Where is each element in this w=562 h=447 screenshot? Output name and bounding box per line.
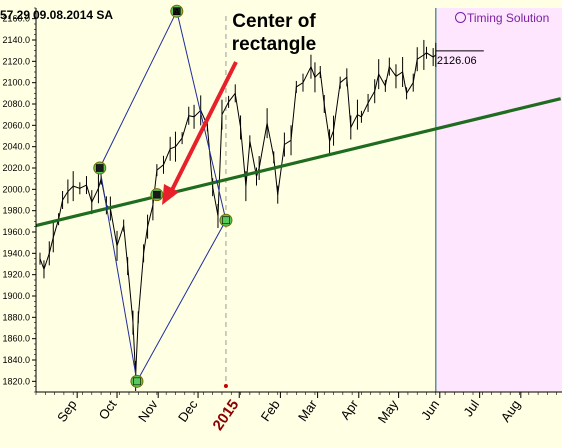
y-tick-label: 1820.0 (2, 376, 30, 386)
y-tick-label: 2100.0 (2, 78, 30, 88)
x-tick-label: Nov (135, 397, 161, 425)
annotation-line-2: rectangle (231, 34, 317, 55)
x-tick-label: Dec (175, 397, 201, 425)
header-price: 57.29 (0, 8, 31, 22)
annotation-arrow (162, 61, 238, 205)
y-tick-label: 2120.0 (2, 56, 30, 66)
x-tick-label: 2015 (209, 397, 242, 434)
y-tick-label: 2060.0 (2, 120, 30, 130)
future-zone (435, 8, 562, 392)
rectangle-marker-square (153, 190, 161, 199)
x-tick-label: Jun (418, 397, 442, 423)
y-tick-label: 1980.0 (2, 206, 30, 216)
y-tick-label: 2020.0 (2, 163, 30, 173)
y-tick-label: 1940.0 (2, 248, 30, 258)
x-tick-label: May (375, 397, 402, 426)
header-date: 09.08.2014 SA (33, 8, 114, 22)
y-tick-label: 2160.0 (2, 14, 30, 24)
y-tick-label: 2140.0 (2, 35, 30, 45)
x-tick-label: Apr (337, 397, 361, 423)
x-tick-label: Oct (96, 397, 120, 422)
x-tick-label: Feb (258, 397, 283, 424)
brand-text: Timing Solution (467, 11, 550, 25)
y-tick-label: 2040.0 (2, 142, 30, 152)
x-tick-label: Sep (54, 397, 80, 425)
y-tick-label: 1860.0 (2, 334, 30, 344)
x-tick-label: Aug (498, 397, 524, 425)
y-tick-label: 1920.0 (2, 270, 30, 280)
x-tick-label: Jul (460, 397, 482, 419)
y-axis: 1820.0 1840.0 1860.0 1880.0 1900.0 1920.0 1940… (2, 7, 36, 393)
rectangle-marker-square (95, 164, 104, 172)
rectangle-markers: A (93, 4, 233, 388)
annotation-text: Center of rectangle (213, 10, 335, 56)
rectangle-marker-square (133, 377, 141, 386)
rectangle-marker-square (222, 216, 230, 225)
y-tick-label: 1840.0 (2, 355, 30, 365)
y-tick-label: 1960.0 (2, 227, 30, 237)
y-tick-label: 1900.0 (2, 291, 30, 301)
annotation-line-1: Center of (232, 11, 316, 32)
vertex-label: A (174, 7, 180, 17)
timing-icon (455, 12, 466, 23)
last-price-label: 2126.06 (437, 55, 477, 67)
time-cursor-dot (223, 384, 228, 388)
y-tick-label: 2080.0 (2, 99, 30, 109)
brand-label[interactable]: Timing Solution (455, 11, 549, 25)
x-tick-label: Mar (295, 397, 321, 424)
x-axis: Sep Oct Nov Dec 2015 Feb Mar Apr May Jun Jul Aug (35, 392, 557, 434)
rectangle-marker-square (172, 7, 181, 15)
trendline[interactable] (35, 97, 562, 228)
y-tick-label: 1880.0 (2, 312, 30, 322)
y-tick-label: 2000.0 (2, 184, 30, 194)
